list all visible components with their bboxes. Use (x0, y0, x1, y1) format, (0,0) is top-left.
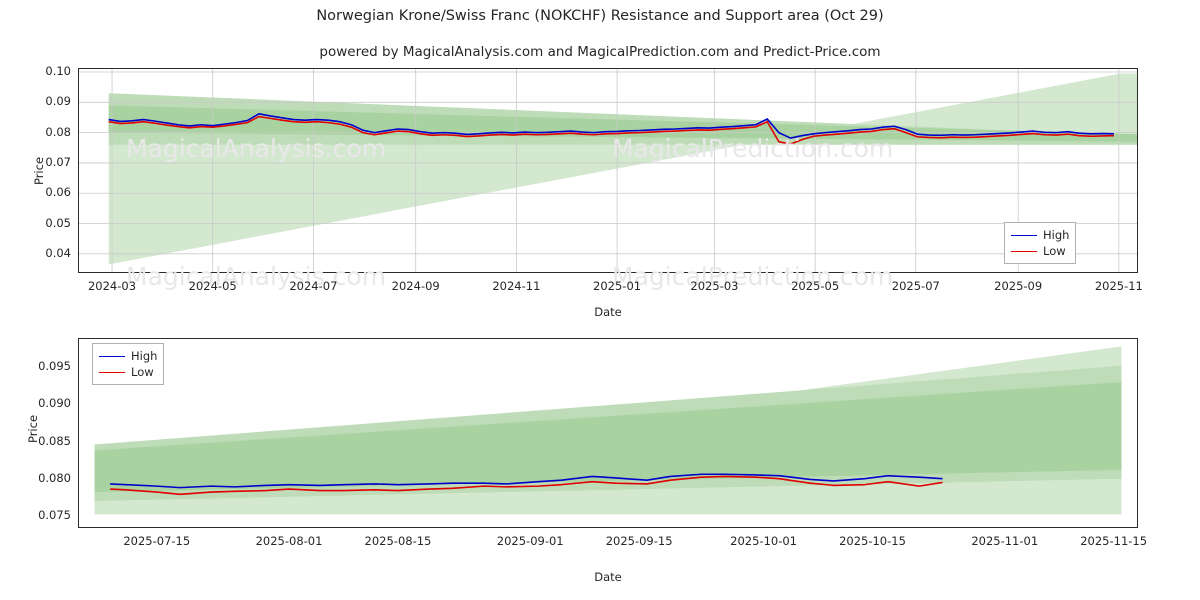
page-title: Norwegian Krone/Swiss Franc (NOKCHF) Res… (316, 8, 884, 24)
legend-label-low: Low (131, 365, 154, 379)
y-tick-label: 0.08 (45, 124, 71, 139)
y-tick-label: 0.04 (45, 245, 71, 260)
x-tick-label: 2024-03 (87, 279, 137, 293)
bottom-chart-legend: High Low (92, 343, 165, 385)
x-tick-label: 2025-10-01 (730, 534, 797, 548)
x-tick-label: 2024-07 (289, 279, 338, 293)
x-tick-label: 2025-09 (994, 279, 1043, 293)
x-tick-label: 2025-07-15 (123, 534, 191, 548)
top-y-axis-title: Price (32, 156, 46, 186)
x-tick-label: 2025-09-01 (496, 534, 564, 548)
bottom-chart-plot (94, 346, 1122, 515)
y-tick-label: 0.06 (45, 185, 71, 200)
page-subtitle: powered by MagicalAnalysis.com and Magic… (319, 44, 881, 60)
legend-label-high: High (1043, 228, 1070, 242)
x-tick-label: 2025-11 (1094, 279, 1143, 293)
top-chart-legend: High Low (1004, 222, 1077, 264)
legend-swatch-high (99, 355, 125, 357)
bottom-x-axis-title: Date (594, 570, 622, 584)
legend-label-high: High (131, 349, 158, 363)
legend-item-high: High (99, 348, 157, 364)
x-tick-label: 2025-01 (593, 279, 642, 293)
legend-label-low: Low (1043, 244, 1066, 258)
legend-item-high: High (1011, 227, 1069, 243)
x-tick-label: 2025-08-01 (255, 534, 323, 548)
x-tick-label: 2025-11-15 (1080, 534, 1148, 548)
x-tick-label: 2025-10-15 (839, 534, 906, 548)
y-tick-label: 0.07 (45, 154, 71, 169)
x-tick-label: 2025-08-15 (364, 534, 432, 548)
legend-item-low: Low (1011, 243, 1069, 259)
x-tick-label: 2024-09 (391, 279, 440, 293)
x-tick-label: 2025-07 (891, 279, 940, 293)
y-tick-label: 0.075 (38, 507, 71, 522)
legend-item-low: Low (99, 364, 157, 380)
legend-swatch-low (1011, 250, 1037, 252)
y-tick-label: 0.09 (45, 94, 71, 109)
top-chart-panel (78, 68, 1138, 273)
x-tick-label: 2025-05 (791, 279, 840, 293)
legend-swatch-high (1011, 234, 1037, 236)
y-tick-label: 0.080 (38, 470, 71, 485)
x-tick-label: 2024-11 (492, 279, 541, 293)
x-tick-label: 2024-05 (188, 279, 237, 293)
y-tick-label: 0.05 (45, 215, 71, 230)
top-chart-plot (79, 69, 1137, 272)
x-tick-label: 2025-03 (690, 279, 739, 293)
y-tick-label: 0.095 (38, 359, 71, 374)
y-tick-label: 0.10 (45, 64, 71, 79)
legend-swatch-low (99, 371, 125, 373)
bottom-chart-panel (78, 338, 1138, 528)
x-tick-label: 2025-11-01 (971, 534, 1039, 548)
bottom-y-axis-title: Price (26, 414, 40, 444)
x-tick-label: 2025-09-15 (605, 534, 673, 548)
y-tick-label: 0.085 (38, 433, 71, 448)
y-tick-label: 0.090 (38, 396, 71, 411)
top-x-axis-title: Date (594, 305, 622, 319)
